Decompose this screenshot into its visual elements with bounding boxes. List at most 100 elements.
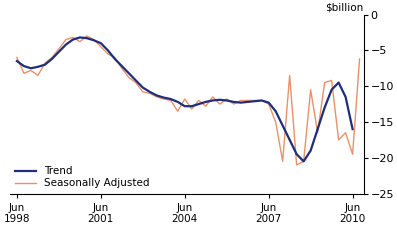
Seasonally Adjusted [329, 79, 334, 82]
Trend [168, 98, 173, 100]
Trend [266, 101, 271, 104]
Trend [280, 124, 285, 127]
Trend [98, 42, 103, 44]
Seasonally Adjusted [42, 62, 47, 65]
Seasonally Adjusted [350, 153, 355, 155]
Trend [329, 88, 334, 91]
Seasonally Adjusted [197, 99, 201, 102]
Trend [154, 94, 159, 97]
Seasonally Adjusted [294, 164, 299, 166]
Seasonally Adjusted [64, 38, 68, 41]
Seasonally Adjusted [343, 131, 348, 134]
Trend [42, 63, 47, 66]
Trend [77, 36, 82, 39]
Seasonally Adjusted [259, 99, 264, 102]
Trend [112, 58, 117, 60]
Trend [64, 43, 68, 46]
Seasonally Adjusted [77, 40, 82, 43]
Seasonally Adjusted [147, 92, 152, 95]
Seasonally Adjusted [224, 98, 229, 100]
Trend [91, 39, 96, 42]
Seasonally Adjusted [273, 121, 278, 123]
Trend [21, 65, 26, 67]
Seasonally Adjusted [112, 56, 117, 59]
Seasonally Adjusted [210, 96, 215, 98]
Seasonally Adjusted [119, 67, 124, 70]
Trend [343, 96, 348, 98]
Trend [141, 86, 145, 89]
Trend [238, 101, 243, 104]
Seasonally Adjusted [336, 138, 341, 141]
Trend [224, 99, 229, 102]
Trend [162, 96, 166, 99]
Line: Seasonally Adjusted: Seasonally Adjusted [17, 36, 360, 165]
Seasonally Adjusted [133, 81, 138, 84]
Trend [210, 99, 215, 102]
Trend [287, 138, 292, 141]
Seasonally Adjusted [106, 53, 110, 55]
Trend [315, 128, 320, 131]
Trend [203, 101, 208, 103]
Trend [273, 110, 278, 113]
Trend [231, 101, 236, 103]
Seasonally Adjusted [280, 160, 285, 163]
Trend [85, 37, 89, 39]
Trend [308, 149, 313, 152]
Seasonally Adjusted [126, 76, 131, 79]
Trend [189, 105, 194, 108]
Seasonally Adjusted [357, 58, 362, 60]
Trend [36, 65, 40, 68]
Seasonally Adjusted [141, 91, 145, 93]
Seasonally Adjusted [21, 72, 26, 75]
Trend [147, 91, 152, 93]
Seasonally Adjusted [154, 96, 159, 98]
Seasonally Adjusted [266, 103, 271, 105]
Trend [294, 153, 299, 155]
Seasonally Adjusted [217, 103, 222, 105]
Seasonally Adjusted [322, 81, 327, 84]
Seasonally Adjusted [36, 74, 40, 77]
Seasonally Adjusted [56, 47, 61, 50]
Seasonally Adjusted [315, 131, 320, 134]
Seasonally Adjusted [301, 160, 306, 163]
Trend [29, 67, 33, 70]
Trend [336, 81, 341, 84]
Legend: Trend, Seasonally Adjusted: Trend, Seasonally Adjusted [15, 166, 150, 188]
Seasonally Adjusted [168, 99, 173, 102]
Trend [106, 49, 110, 52]
Trend [126, 72, 131, 75]
Seasonally Adjusted [175, 110, 180, 113]
Seasonally Adjusted [91, 38, 96, 41]
Trend [15, 60, 19, 62]
Trend [71, 38, 75, 41]
Trend [50, 58, 54, 60]
Seasonally Adjusted [85, 35, 89, 37]
Trend [350, 128, 355, 131]
Seasonally Adjusted [287, 74, 292, 77]
Trend [259, 99, 264, 102]
Line: Trend: Trend [17, 37, 353, 161]
Seasonally Adjusted [189, 108, 194, 111]
Trend [197, 103, 201, 105]
Seasonally Adjusted [203, 105, 208, 108]
Text: $billion: $billion [326, 3, 364, 13]
Seasonally Adjusted [238, 99, 243, 102]
Seasonally Adjusted [29, 69, 33, 72]
Trend [301, 160, 306, 163]
Trend [56, 50, 61, 53]
Seasonally Adjusted [15, 56, 19, 59]
Trend [133, 79, 138, 82]
Seasonally Adjusted [182, 98, 187, 100]
Trend [217, 98, 222, 101]
Trend [119, 65, 124, 67]
Seasonally Adjusted [245, 99, 250, 102]
Seasonally Adjusted [50, 56, 54, 59]
Trend [175, 101, 180, 103]
Seasonally Adjusted [252, 99, 257, 102]
Seasonally Adjusted [308, 88, 313, 91]
Trend [252, 100, 257, 103]
Seasonally Adjusted [71, 36, 75, 39]
Trend [245, 101, 250, 103]
Trend [182, 105, 187, 108]
Seasonally Adjusted [162, 98, 166, 100]
